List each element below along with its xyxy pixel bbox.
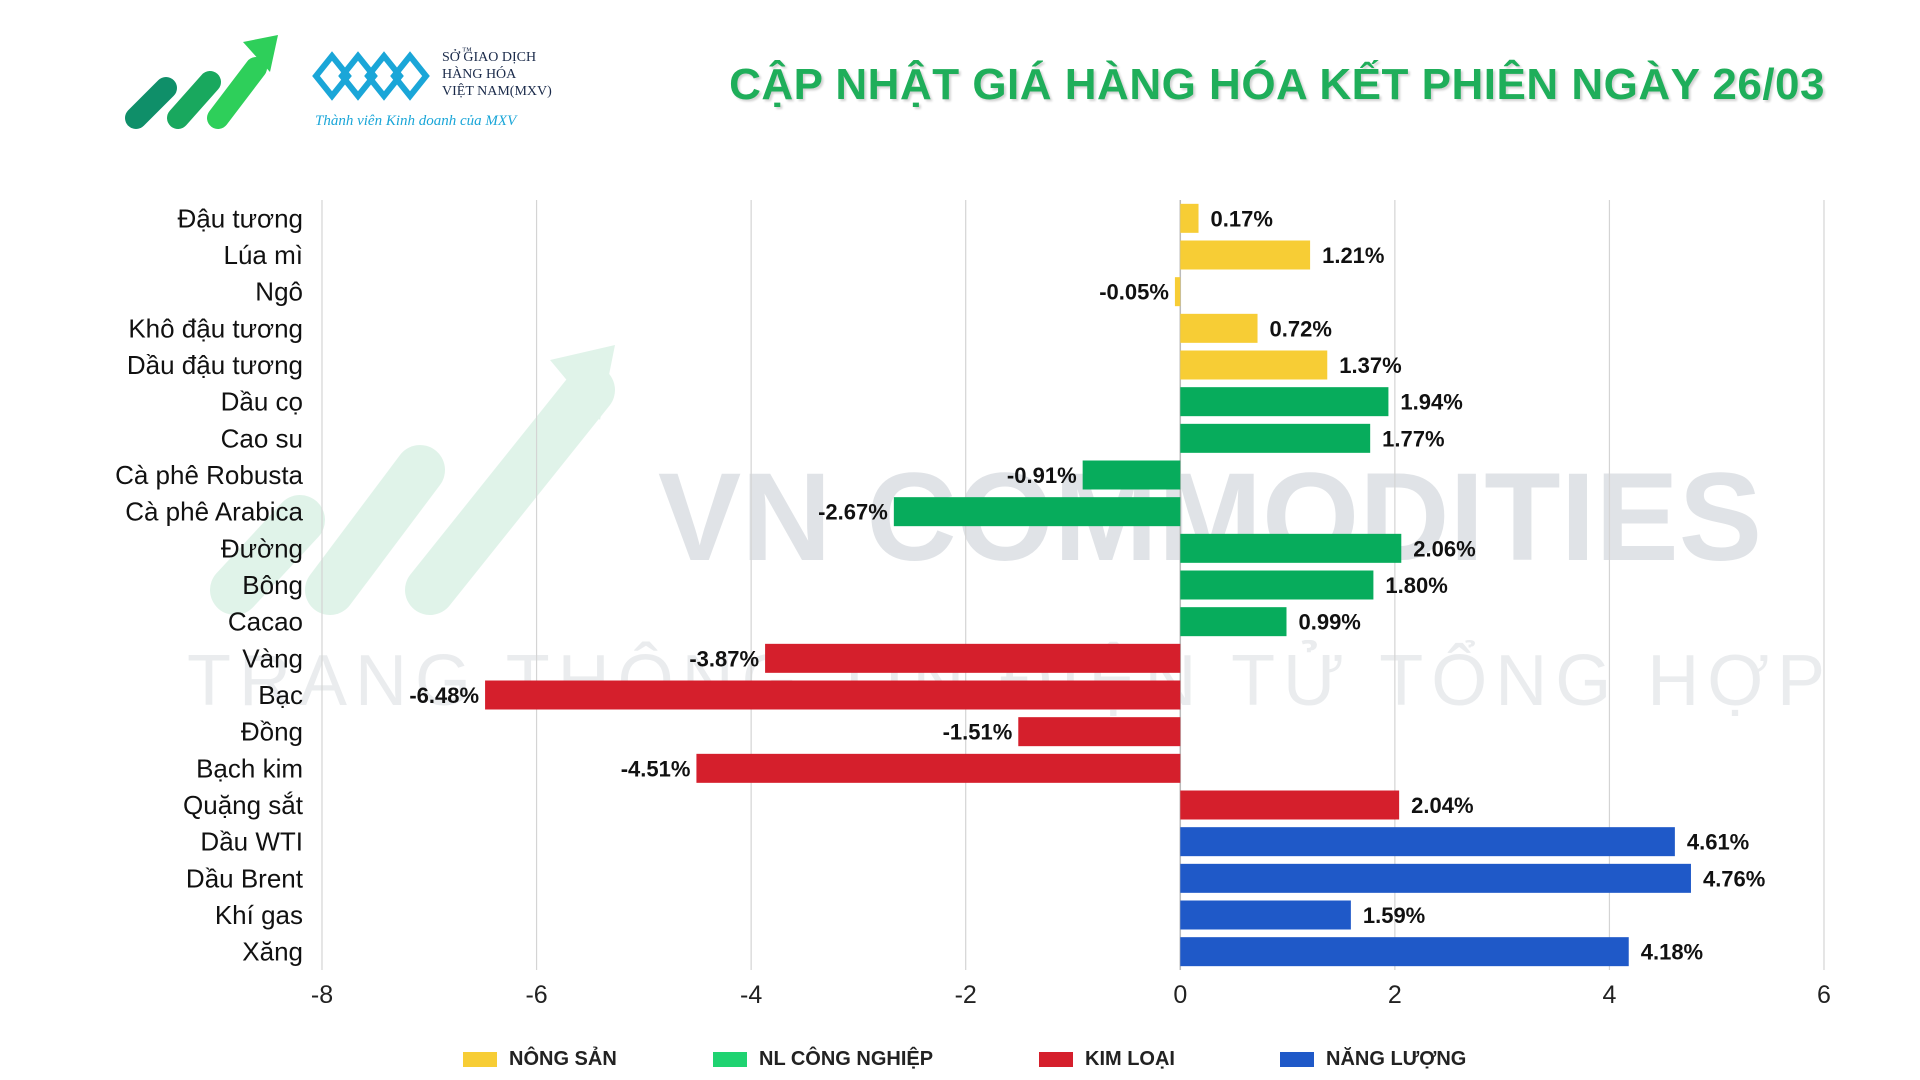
page-title: CẬP NHẬT GIÁ HÀNG HÓA KẾT PHIÊN NGÀY 26/… (729, 60, 1825, 109)
data-label: -1.51% (943, 720, 1013, 745)
x-tick-label: -6 (525, 981, 547, 1009)
legend-label: NL CÔNG NGHIỆP (759, 1048, 934, 1070)
data-label: -3.87% (689, 646, 759, 671)
category-label: Đồng (241, 717, 303, 747)
legend-item: NÔNG SẢN (463, 1048, 617, 1071)
data-label: 4.18% (1641, 940, 1703, 965)
category-label: Dầu cọ (221, 387, 303, 417)
bar (765, 643, 1181, 673)
bar (1180, 827, 1675, 857)
bar (1180, 790, 1400, 820)
category-label: Khô đậu tương (128, 313, 303, 343)
category-label: Dầu đậu tương (127, 350, 303, 380)
category-label: Dầu WTI (200, 827, 303, 857)
data-label: 1.37% (1339, 353, 1401, 378)
legend-item: KIM LOẠI (1039, 1048, 1175, 1071)
category-label: Đường (221, 533, 303, 563)
x-tick-label: -4 (740, 981, 762, 1009)
data-label: 0.17% (1211, 206, 1273, 231)
mxv-line-1: SỞ GIAO DỊCH (442, 50, 537, 65)
category-label: Khí gas (215, 900, 303, 930)
category-label: Quặng sắt (183, 790, 304, 820)
category-label: Bạc (258, 680, 303, 710)
data-label: 1.21% (1322, 243, 1384, 268)
bar (1018, 717, 1181, 747)
category-label: Xăng (242, 937, 303, 967)
category-label: Bông (242, 570, 303, 600)
legend-item: NL CÔNG NGHIỆP (713, 1048, 933, 1071)
category-label: Cà phê Arabica (125, 497, 303, 527)
legend-swatch (1280, 1052, 1314, 1067)
bar (1180, 937, 1629, 967)
data-label: 2.04% (1411, 793, 1473, 818)
category-label: Đậu tương (177, 203, 303, 233)
legend-label: NĂNG LƯỢNG (1326, 1048, 1467, 1070)
mxv-trademark: ™ (462, 46, 472, 57)
data-label: 4.76% (1703, 866, 1765, 891)
data-label: 0.72% (1270, 316, 1332, 341)
x-tick-label: 4 (1602, 981, 1616, 1009)
category-label: Cà phê Robusta (115, 460, 303, 490)
bar (1180, 350, 1328, 380)
data-label: 1.77% (1382, 426, 1444, 451)
data-label: 1.94% (1400, 390, 1462, 415)
bar (1180, 863, 1691, 893)
bar (1180, 570, 1374, 600)
company-logo (125, 35, 278, 129)
bar (1180, 533, 1402, 563)
mxv-tagline: Thành viên Kinh doanh của MXV (315, 113, 517, 129)
bar (1174, 277, 1181, 307)
legend-swatch (1039, 1052, 1073, 1067)
data-label: 2.06% (1413, 536, 1475, 561)
data-label: -6.48% (409, 683, 479, 708)
category-label: Vàng (242, 643, 303, 673)
x-tick-label: -8 (311, 981, 333, 1009)
legend-item: NĂNG LƯỢNG (1280, 1048, 1466, 1071)
data-label: -4.51% (621, 756, 691, 781)
category-label: Ngô (255, 277, 303, 307)
mxv-line-3: VIỆT NAM(MXV) (442, 84, 552, 99)
category-label: Lúa mì (224, 240, 304, 270)
data-label: 1.80% (1385, 573, 1447, 598)
category-label: Cacao (228, 607, 303, 637)
data-label: -2.67% (818, 500, 888, 525)
data-label: 4.61% (1687, 830, 1749, 855)
legend-swatch (713, 1052, 747, 1067)
x-tick-label: 6 (1817, 981, 1831, 1009)
watermark (210, 345, 615, 615)
bar (1180, 387, 1389, 417)
bar (1180, 607, 1287, 637)
bar (1180, 240, 1311, 270)
x-tick-label: -2 (955, 981, 977, 1009)
bar (696, 753, 1181, 783)
bar (1180, 203, 1199, 233)
bar (485, 680, 1181, 710)
legend-label: NÔNG SẢN (509, 1048, 617, 1070)
mxv-logo (312, 51, 430, 101)
bar (1082, 460, 1181, 490)
watermark-main: VN COMMODITIES (658, 448, 1762, 587)
legend-label: KIM LOẠI (1085, 1048, 1175, 1070)
bar (1180, 900, 1351, 930)
data-label: 1.59% (1363, 903, 1425, 928)
data-label: -0.91% (1007, 463, 1077, 488)
legend-swatch (463, 1052, 497, 1067)
x-tick-label: 2 (1388, 981, 1402, 1009)
bar (893, 497, 1181, 527)
data-label: -0.05% (1099, 280, 1169, 305)
data-label: 0.99% (1298, 610, 1360, 635)
category-label: Dầu Brent (186, 863, 304, 893)
x-tick-label: 0 (1173, 981, 1187, 1009)
bar (1180, 423, 1371, 453)
bar (1180, 313, 1258, 343)
category-label: Bạch kim (196, 753, 303, 783)
mxv-line-2: HÀNG HÓA (442, 67, 517, 82)
category-label: Cao su (221, 423, 303, 453)
